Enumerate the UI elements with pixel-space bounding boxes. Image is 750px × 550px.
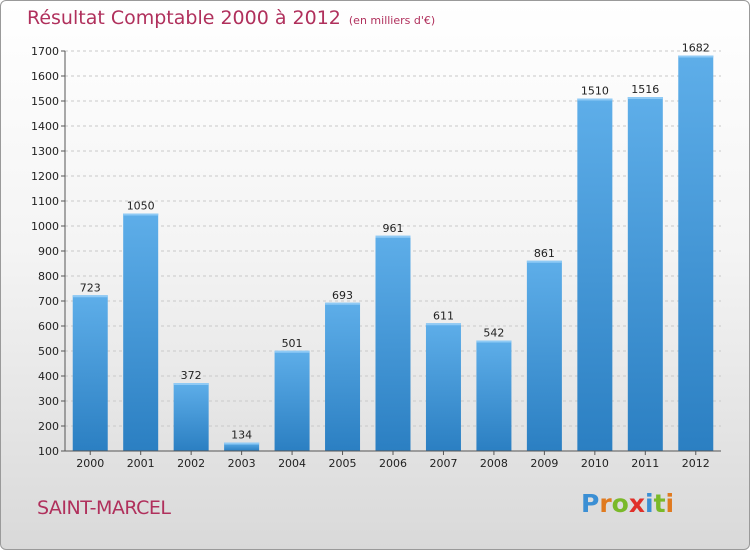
x-tick-label: 2003	[228, 457, 256, 470]
logo-letter: x	[628, 489, 645, 518]
y-tick-label: 600	[38, 320, 59, 333]
y-tick-label: 1600	[31, 70, 59, 83]
data-label: 1510	[581, 85, 609, 98]
x-axis: 2000 2001 2002 2003 2004 2005 2006 2007 2008 2009…	[65, 450, 721, 470]
bar-top-highlight	[173, 383, 209, 385]
logo-letter: t	[653, 489, 666, 518]
bar-top-highlight	[123, 213, 159, 216]
bar-top-highlight	[325, 302, 361, 305]
bar	[627, 97, 663, 451]
x-tick-label: 2010	[581, 457, 609, 470]
y-axis: 100 200 300 400 500 600 700 800 900 1000 1100 1200 1…	[31, 45, 66, 458]
x-tick-label: 2006	[379, 457, 407, 470]
y-tick-label: 200	[38, 420, 59, 433]
logo-letter: o	[611, 489, 629, 518]
y-tick-label: 1100	[31, 195, 59, 208]
x-tick-label: 2001	[127, 457, 155, 470]
x-tick-label: 2007	[429, 457, 457, 470]
chart-subtitle: (en milliers d'€)	[348, 14, 436, 27]
y-tick-label: 1500	[31, 95, 59, 108]
data-label: 542	[483, 327, 504, 340]
data-label: 372	[181, 369, 202, 382]
bar-top-highlight	[678, 55, 714, 58]
x-tick-label: 2012	[682, 457, 710, 470]
bar	[224, 442, 260, 451]
data-label: 611	[433, 309, 454, 322]
x-tick-label: 2011	[631, 457, 659, 470]
bar-top-highlight	[375, 235, 411, 238]
data-label: 1516	[631, 83, 659, 96]
bar	[123, 213, 159, 451]
bar-top-highlight	[476, 340, 512, 343]
bar	[476, 340, 512, 451]
y-tick-label: 1700	[31, 45, 59, 58]
bar-top-highlight	[425, 323, 461, 326]
proxiti-logo: Proxiti	[581, 489, 674, 518]
data-label: 693	[332, 289, 353, 302]
x-tick-label: 2004	[278, 457, 306, 470]
bar-top-highlight	[274, 350, 310, 353]
y-tick-label: 800	[38, 270, 59, 283]
bar	[325, 302, 361, 451]
logo-letter: r	[599, 489, 612, 518]
y-tick-label: 1000	[31, 220, 59, 233]
bar-top-highlight	[72, 295, 108, 298]
y-tick-label: 1400	[31, 120, 59, 133]
chart-title-text: Résultat Comptable 2000 à 2012	[27, 7, 341, 29]
data-label: 723	[80, 281, 101, 294]
logo-letter: i	[665, 489, 675, 518]
x-tick-label: 2005	[329, 457, 357, 470]
y-tick-label: 100	[38, 445, 59, 458]
data-label: 134	[231, 429, 252, 442]
x-tick-label: 2009	[530, 457, 558, 470]
x-tick-label: 2002	[177, 457, 205, 470]
data-label: 1682	[682, 42, 710, 55]
bar	[526, 260, 562, 451]
data-label: 961	[383, 222, 404, 235]
bar	[72, 295, 108, 451]
bar	[375, 235, 411, 451]
bar-top-highlight	[224, 442, 260, 445]
y-tick-label: 300	[38, 395, 59, 408]
logo-letter: P	[581, 489, 600, 518]
data-label: 501	[282, 337, 303, 350]
bar-top-highlight	[577, 98, 613, 101]
bar	[274, 350, 310, 451]
x-tick-label: 2000	[76, 457, 104, 470]
data-label: 1050	[127, 200, 155, 213]
bar	[678, 55, 714, 451]
bar	[577, 98, 613, 451]
chart-title: Résultat Comptable 2000 à 2012 (en millie…	[27, 7, 435, 29]
y-tick-label: 900	[38, 245, 59, 258]
bar-top-highlight	[526, 260, 562, 263]
y-tick-label: 500	[38, 345, 59, 358]
bar-top-highlight	[627, 97, 663, 99]
y-tick-label: 400	[38, 370, 59, 383]
data-labels: 723 1050 372 134 501 693 961 611 542 861 1510 1516 1…	[80, 42, 710, 442]
bars	[72, 55, 714, 451]
city-name: SAINT-MARCEL	[37, 497, 171, 519]
y-tick-label: 1300	[31, 145, 59, 158]
x-tick-label: 2008	[480, 457, 508, 470]
bar	[425, 323, 461, 451]
bar	[173, 383, 209, 451]
data-label: 861	[534, 247, 555, 260]
logo-letter: i	[645, 489, 654, 518]
y-tick-label: 700	[38, 295, 59, 308]
y-tick-label: 1200	[31, 170, 59, 183]
